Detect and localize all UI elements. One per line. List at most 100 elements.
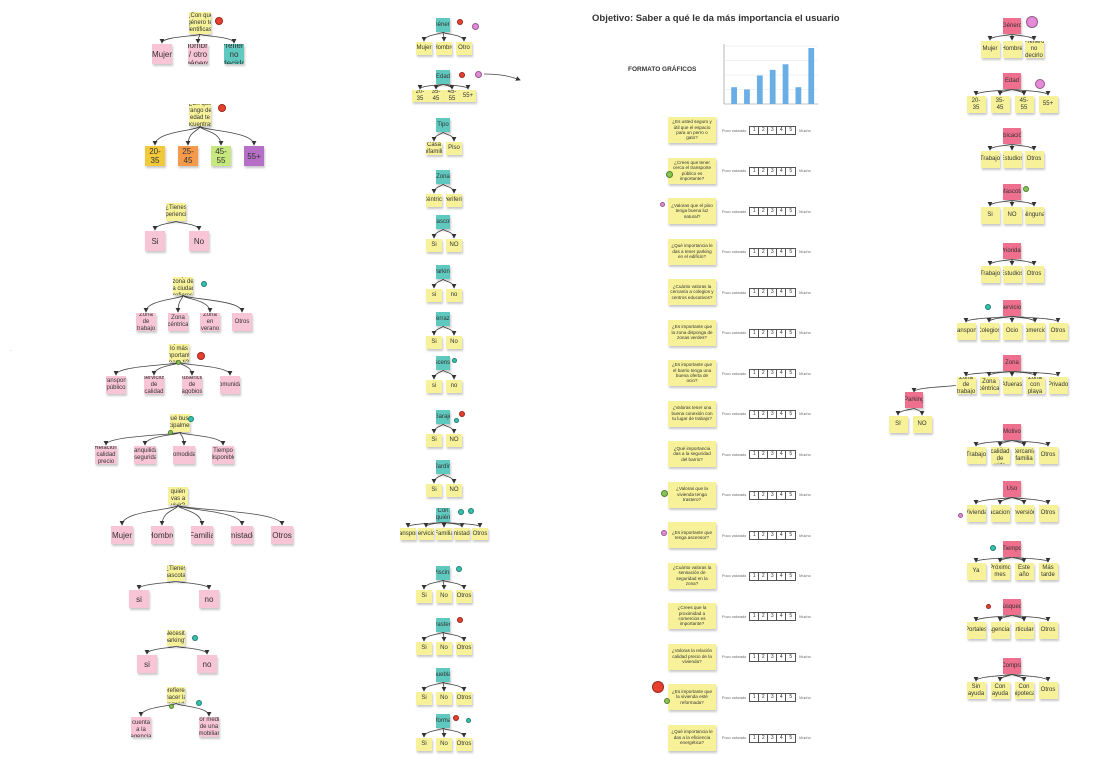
c1-tree-5-child-note[interactable]: Relación calidad precio xyxy=(95,446,117,464)
c1-tree-8-vote-dot[interactable] xyxy=(192,635,198,641)
c1-tree-4-child-note[interactable]: Servicios de calidad xyxy=(144,376,164,394)
c2-tree-13-parent-note[interactable]: Amueblado xyxy=(436,668,450,682)
scale-step[interactable]: 3 xyxy=(768,694,778,701)
c4-tree-7-child-note[interactable]: NO xyxy=(912,416,932,433)
scale-step[interactable]: 2 xyxy=(759,289,769,296)
c2-tree-9-child-note[interactable]: NO xyxy=(446,484,462,497)
question-note-10[interactable]: ¿Es importante que tenga ascensor? xyxy=(668,522,716,548)
scale-step[interactable]: 3 xyxy=(768,451,778,458)
scale-step[interactable]: 4 xyxy=(777,694,787,701)
scale-step[interactable]: 3 xyxy=(768,167,778,175)
c2-tree-1-vote-dot[interactable] xyxy=(459,72,465,78)
scale-step[interactable]: 2 xyxy=(759,613,769,620)
scale-step[interactable]: 1 xyxy=(750,613,760,620)
c1-tree-1-child-note[interactable]: 45-55 xyxy=(211,146,231,166)
c2-tree-14-vote-dot[interactable] xyxy=(453,715,459,721)
c1-tree-2-child-note[interactable]: No xyxy=(189,231,209,251)
c1-tree-8-parent-note[interactable]: ¿Necesitas parking? xyxy=(167,630,185,646)
scale-step[interactable]: 5 xyxy=(789,289,793,295)
c1-tree-6-child-note[interactable]: Familia xyxy=(191,526,213,544)
scale-step[interactable]: 3 xyxy=(768,127,778,134)
c4-tree-12-child-note[interactable]: Sin ayuda xyxy=(966,682,986,699)
c2-tree-6-child-note[interactable]: Si xyxy=(426,336,442,349)
c4-tree-11-child-note[interactable]: Agencias xyxy=(990,622,1010,639)
scale-step[interactable]: 5 xyxy=(789,208,793,214)
scale-step[interactable]: 2 xyxy=(759,370,769,377)
scale-step[interactable]: 1 xyxy=(750,410,760,418)
scale-step[interactable]: 5 xyxy=(789,248,793,255)
c2-tree-4-child-note[interactable]: NO xyxy=(446,239,462,252)
c1-tree-6-child-note[interactable]: Amistades xyxy=(231,526,253,544)
question-note-12[interactable]: ¿Crees que la proximidad a comercios es … xyxy=(668,603,716,629)
c4-tree-1-child-note[interactable]: 20-35 xyxy=(966,96,986,113)
c2-tree-12-child-note[interactable]: Otros xyxy=(456,642,472,655)
question-note-1[interactable]: ¿Crees que tener cerca el transporte púb… xyxy=(668,157,716,184)
c1-tree-9-vote-dot[interactable] xyxy=(168,703,174,709)
scale-step[interactable]: 4 xyxy=(777,208,787,215)
question-note-13[interactable]: ¿Valoras la relación calidad precio de l… xyxy=(668,643,716,670)
c4-tree-10-child-note[interactable]: Más tarde xyxy=(1038,563,1058,580)
c1-tree-8-child-note[interactable]: no xyxy=(197,655,217,673)
scale-step[interactable]: 2 xyxy=(759,451,769,458)
c4-tree-8-parent-note[interactable]: Motivo xyxy=(1003,424,1021,440)
scale-step[interactable]: 2 xyxy=(759,329,769,337)
c2-tree-0-vote-dot[interactable] xyxy=(471,22,479,30)
c4-tree-1-parent-note[interactable]: Edad xyxy=(1003,73,1021,89)
c2-tree-14-child-note[interactable]: Otros xyxy=(456,738,472,751)
rating-scale[interactable]: Poco valorado 1 2 3 4 5 Mucho xyxy=(722,369,811,378)
c4-tree-9-vote-dot[interactable] xyxy=(957,512,963,518)
c1-tree-5-child-note[interactable]: Tiempo disponible xyxy=(212,446,234,464)
scale-step[interactable]: 5 xyxy=(789,613,793,619)
c4-tree-10-child-note[interactable]: Este año xyxy=(1014,563,1034,580)
c1-tree-4-child-note[interactable]: Comunidad xyxy=(220,376,240,394)
c2-tree-3-child-note[interactable]: Periferia xyxy=(446,194,462,207)
scale-step[interactable]: 2 xyxy=(759,653,769,661)
c1-tree-0-child-note[interactable]: Prefiero no decirlo xyxy=(224,44,244,64)
scale-step[interactable]: 5 xyxy=(789,532,793,538)
c2-tree-9-child-note[interactable]: Si xyxy=(426,484,442,497)
c1-tree-1-vote-dot[interactable] xyxy=(218,104,226,112)
c4-tree-12-parent-note[interactable]: Compra xyxy=(1003,658,1021,674)
c2-tree-10-child-note[interactable]: Amistades xyxy=(454,528,470,540)
c2-tree-5-parent-note[interactable]: Parking xyxy=(436,265,450,279)
c2-tree-7-vote-dot[interactable] xyxy=(451,357,457,363)
c1-tree-4-child-note[interactable]: Ausencia de agobios xyxy=(182,376,202,394)
c4-tree-12-child-note[interactable]: Con hipoteca xyxy=(1014,682,1034,699)
c4-tree-8-child-note[interactable]: Otros xyxy=(1038,447,1058,464)
c1-tree-3-child-note[interactable]: Zona en verano xyxy=(200,313,220,331)
c4-tree-6-child-note[interactable]: Zona céntrica xyxy=(979,377,999,394)
c1-tree-3-child-note[interactable]: Otros xyxy=(232,313,252,331)
question-note-3[interactable]: ¿Qué importancia le das a tener parking … xyxy=(668,238,716,265)
c4-tree-5-child-note[interactable]: Transporte xyxy=(956,323,976,340)
scale-step[interactable]: 4 xyxy=(777,410,787,418)
scale-step[interactable]: 1 xyxy=(750,127,760,134)
c4-tree-5-child-note[interactable]: Comercios xyxy=(1025,323,1045,340)
c4-tree-1-vote-dot[interactable] xyxy=(1035,79,1045,89)
c1-tree-6-parent-note[interactable]: ¿Con quién vas a vivir? xyxy=(168,487,188,505)
c1-tree-9-child-note[interactable]: Por medio de una inmobiliaria xyxy=(199,717,219,737)
scale-step[interactable]: 5 xyxy=(789,370,793,376)
c4-tree-6-child-note[interactable]: Afueras xyxy=(1002,377,1022,394)
scale-step[interactable]: 3 xyxy=(768,329,778,337)
c4-tree-11-vote-dot[interactable] xyxy=(985,603,991,609)
c2-tree-7-child-note[interactable]: si xyxy=(426,380,442,393)
question-vote-dot[interactable] xyxy=(652,681,664,693)
c1-tree-2-parent-note[interactable]: ¿Tienes experiencia? xyxy=(166,203,186,221)
c4-tree-9-parent-note[interactable]: Uso xyxy=(1003,481,1021,497)
c4-tree-9-child-note[interactable]: Inversión xyxy=(1014,505,1034,522)
c1-tree-5-child-note[interactable]: Comodidad xyxy=(173,446,195,464)
c1-tree-1-parent-note[interactable]: ¿En qué rango de edad te encuentras? xyxy=(189,104,211,126)
question-vote-dot[interactable] xyxy=(659,201,665,207)
scale-step[interactable]: 1 xyxy=(750,208,760,215)
rating-scale[interactable]: Poco valorado 1 2 3 4 5 Mucho xyxy=(722,733,811,743)
c2-tree-11-child-note[interactable]: No xyxy=(436,590,452,603)
c2-tree-1-child-note[interactable]: 55+ xyxy=(460,90,476,102)
c2-tree-5-child-note[interactable]: si xyxy=(426,289,442,302)
rating-scale[interactable]: Poco valorado 1 2 3 4 5 Mucho xyxy=(722,450,811,459)
c2-tree-2-child-note[interactable]: Piso xyxy=(446,142,462,155)
scale-step[interactable]: 1 xyxy=(750,248,760,256)
c1-tree-0-vote-dot[interactable] xyxy=(215,17,223,25)
c4-tree-2-child-note[interactable]: Otros xyxy=(1024,151,1044,168)
c4-tree-0-child-note[interactable]: Mujer xyxy=(980,41,1000,58)
c2-tree-2-child-note[interactable]: Casa unifamiliar xyxy=(426,142,442,155)
